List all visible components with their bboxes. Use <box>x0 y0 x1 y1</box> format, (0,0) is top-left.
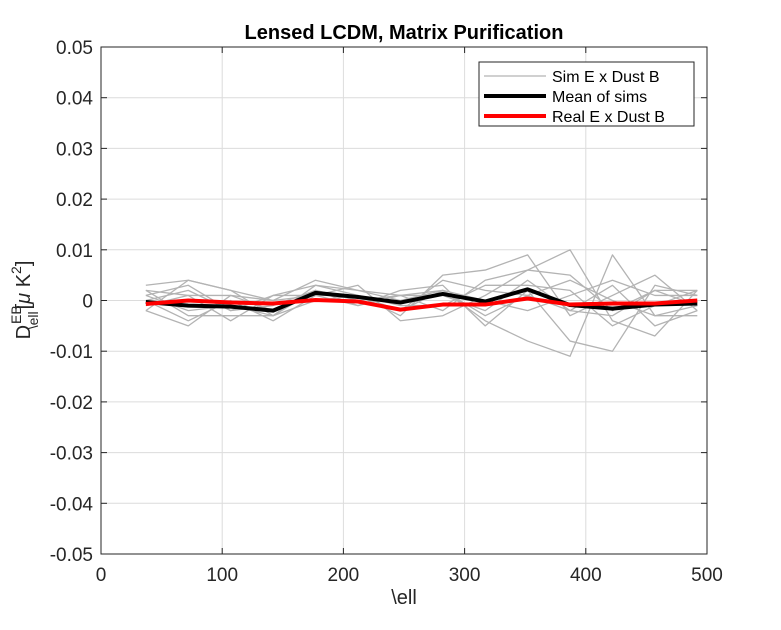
legend: Sim E x Dust B Mean of sims Real E x Dus… <box>478 61 695 127</box>
x-ticks: 0 100 200 300 400 500 <box>96 47 723 586</box>
grid-lines <box>101 47 707 554</box>
y-axis-label-subscript: \ell <box>25 311 41 329</box>
chart-title: Lensed LCDM, Matrix Purification <box>245 22 564 44</box>
y-tick-label: -0.04 <box>50 494 94 515</box>
y-axis-label-unit-close: ] <box>13 261 35 267</box>
y-tick-label: 0.05 <box>56 38 93 59</box>
y-tick-label: 0.03 <box>56 139 93 160</box>
y-axis-label-superscript: EB <box>8 305 24 324</box>
y-axis-label-unit-open: [ <box>13 303 35 309</box>
y-axis-label: DEB\ell [μ K2] <box>8 261 41 340</box>
x-tick-label: 0 <box>96 565 107 586</box>
x-tick-label: 200 <box>328 565 360 586</box>
mean-series-group <box>145 287 698 313</box>
y-tick-label: 0.02 <box>56 190 93 211</box>
legend-label-real: Real E x Dust B <box>552 109 665 126</box>
y-tick-label: -0.01 <box>50 342 93 363</box>
sim-series-line <box>145 284 698 352</box>
y-ticks: -0.05 -0.04 -0.03 -0.02 -0.01 0 0.01 0.02 0.03 0.… <box>50 38 707 566</box>
y-tick-label: -0.03 <box>50 444 93 465</box>
y-axis-label-unit-mu: μ <box>13 293 35 305</box>
mean-series-line <box>145 287 698 313</box>
legend-label-sim: Sim E x Dust B <box>552 69 660 86</box>
x-tick-label: 100 <box>206 565 238 586</box>
y-axis-label-base: D <box>13 325 35 339</box>
sim-series-line <box>145 279 698 312</box>
y-tick-label: 0 <box>82 292 93 313</box>
y-tick-label: 0.04 <box>56 89 93 110</box>
x-axis-label: \ell <box>391 587 417 609</box>
y-tick-label: -0.02 <box>50 393 93 414</box>
y-tick-label: -0.05 <box>50 545 93 566</box>
legend-label-mean: Mean of sims <box>552 89 647 106</box>
x-tick-label: 400 <box>570 565 602 586</box>
y-tick-label: 0.01 <box>56 241 93 262</box>
real-series-line <box>145 296 698 312</box>
real-series-group <box>145 296 698 312</box>
y-axis-label-unit-exp: 2 <box>8 266 24 274</box>
x-tick-label: 300 <box>449 565 481 586</box>
y-axis-label-unit-k: K <box>13 273 35 293</box>
x-tick-label: 500 <box>691 565 723 586</box>
